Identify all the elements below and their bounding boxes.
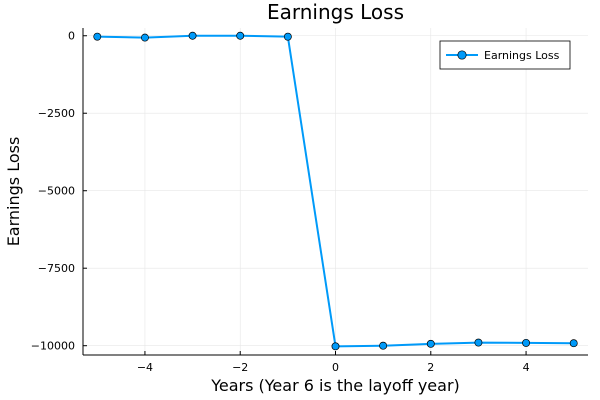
data-point	[474, 338, 483, 347]
legend: Earnings Loss	[439, 40, 571, 70]
data-point	[569, 339, 578, 348]
chart-title: Earnings Loss	[267, 0, 404, 24]
series-layer	[93, 31, 578, 351]
x-axis-label: Years (Year 6 is the layoff year)	[210, 376, 460, 395]
data-point	[283, 32, 292, 41]
legend-entry-label: Earnings Loss	[484, 49, 560, 62]
y-tick-label: −7500	[38, 262, 75, 275]
data-point	[522, 338, 531, 347]
x-tick-label: 2	[427, 361, 434, 374]
axes: −4 −2 0 2 4 0 −2500 −5000 −7500 −10000	[31, 28, 588, 374]
y-tick-label: −10000	[31, 340, 75, 353]
y-axis-label: Earnings Loss	[4, 137, 23, 247]
y-tick-label: 0	[68, 30, 75, 43]
x-tick-label: 4	[523, 361, 530, 374]
legend-marker-swatch	[457, 50, 467, 60]
y-tick-label: −5000	[38, 185, 75, 198]
x-tick-label: −4	[137, 361, 153, 374]
data-point	[188, 31, 197, 40]
x-tick-label: 0	[332, 361, 339, 374]
x-tick-label: −2	[232, 361, 248, 374]
data-point	[93, 32, 102, 41]
y-tick-label: −2500	[38, 107, 75, 120]
data-point	[236, 31, 245, 40]
data-point	[426, 339, 435, 348]
data-point	[140, 33, 149, 42]
data-point	[331, 342, 340, 351]
data-point	[379, 341, 388, 350]
